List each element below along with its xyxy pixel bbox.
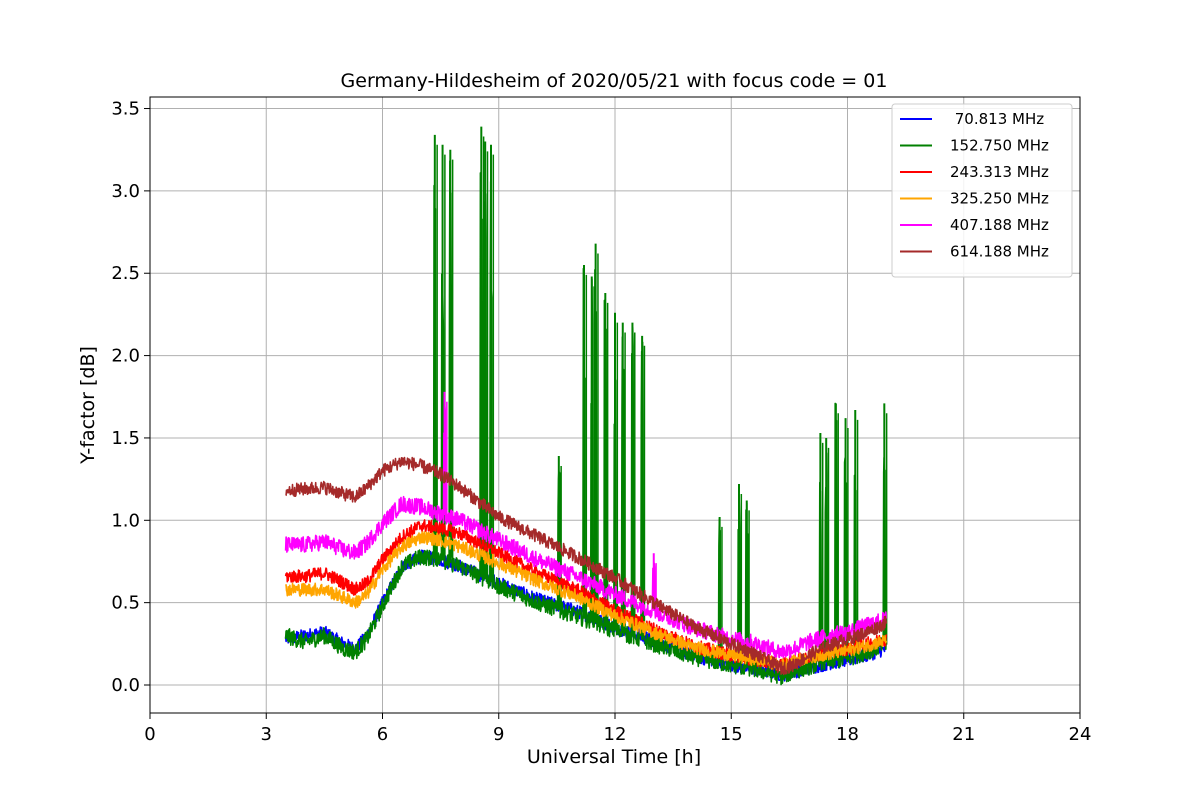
x-tick-label: 6	[377, 724, 388, 745]
y-tick-label: 3.5	[111, 99, 140, 120]
legend-entry: 70.813 MHz	[950, 110, 1044, 128]
y-tick-label: 2.5	[111, 263, 140, 284]
chart-title: Germany-Hildesheim of 2020/05/21 with fo…	[341, 70, 888, 92]
x-tick-label: 9	[493, 724, 504, 745]
y-tick-label: 0.5	[111, 593, 140, 614]
y-tick-label: 2.0	[111, 346, 140, 367]
y-axis: 0.0 0.5 1.0 1.5 2.0 2.5 3.0 3.5	[111, 99, 150, 696]
x-tick-label: 18	[836, 724, 859, 745]
series-1	[284, 126, 888, 686]
series-line	[284, 405, 888, 659]
legend-box	[891, 103, 1073, 278]
legend-entry: 407.188 MHz	[950, 216, 1049, 234]
x-tick-label: 3	[261, 724, 272, 745]
legend: 70.813 MHz 152.750 MHz 243.313 MHz 325.250 …	[891, 103, 1073, 278]
y-tick-label: 0.0	[111, 675, 140, 696]
series-3	[284, 531, 888, 672]
plot-area	[284, 126, 888, 686]
x-axis: 0 3 6 9 12 15 18 21 24	[144, 713, 1091, 745]
x-tick-label: 12	[604, 724, 627, 745]
x-axis-label: Universal Time [h]	[527, 746, 701, 768]
legend-entry: 243.313 MHz	[950, 163, 1049, 181]
series-5	[285, 456, 888, 676]
series-line	[284, 531, 888, 672]
x-tick-label: 15	[720, 724, 743, 745]
y-tick-label: 3.0	[111, 181, 140, 202]
y-tick-label: 1.5	[111, 428, 140, 449]
legend-entry: 152.750 MHz	[950, 137, 1049, 155]
y-axis-label: Y-factor [dB]	[77, 346, 99, 465]
series-line	[285, 456, 888, 676]
legend-entry: 614.188 MHz	[950, 243, 1049, 261]
x-tick-label: 24	[1069, 724, 1092, 745]
y-tick-label: 1.0	[111, 510, 140, 531]
x-tick-label: 0	[144, 724, 155, 745]
x-tick-label: 21	[952, 724, 975, 745]
legend-entry: 325.250 MHz	[950, 190, 1049, 208]
